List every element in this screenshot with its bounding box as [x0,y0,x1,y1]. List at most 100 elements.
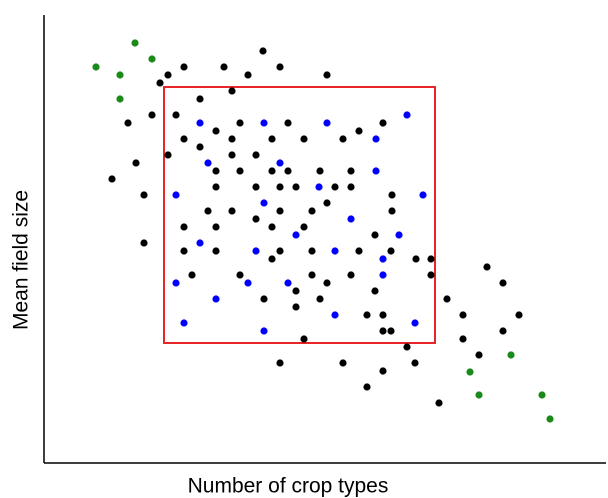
point [419,191,427,199]
point [363,311,371,319]
point [172,191,180,199]
point [388,207,396,215]
point [92,63,100,71]
point [315,183,323,191]
y-axis-label: Mean field size [10,190,33,330]
point [403,343,411,351]
point [140,191,148,199]
point [331,247,339,255]
point [196,143,204,151]
point [371,287,379,295]
point [284,279,292,287]
point [475,391,483,399]
point [259,47,267,55]
point [180,63,188,71]
point [124,119,132,127]
point [388,191,396,199]
point [236,167,244,175]
point [379,367,387,375]
point [172,279,180,287]
point [276,359,284,367]
point [292,231,300,239]
point [466,368,474,376]
point [260,327,268,335]
point [323,199,331,207]
point [156,79,164,87]
point [116,95,124,103]
point [276,183,284,191]
point [427,271,435,279]
point [379,271,387,279]
point [132,159,140,167]
point [363,383,371,391]
point [379,311,387,319]
point [212,223,220,231]
point [323,71,331,79]
point [164,71,172,79]
point [276,63,284,71]
point [212,167,220,175]
point [308,271,316,279]
point [331,311,339,319]
point [204,207,212,215]
x-axis-label: Number of crop types [188,475,389,498]
point [308,247,316,255]
point [507,351,515,359]
point [116,71,124,79]
point [180,135,188,143]
point [236,271,244,279]
point [412,255,420,263]
point [131,39,139,47]
point [180,247,188,255]
point [252,183,260,191]
point [323,119,331,127]
point [292,183,300,191]
point [268,255,276,263]
point [228,87,236,95]
highlight-box [163,86,436,344]
point [260,199,268,207]
point [244,279,252,287]
point [108,175,116,183]
point [379,255,387,263]
point [236,119,244,127]
point [196,95,204,103]
point [339,359,347,367]
point [188,271,196,279]
point [308,207,316,215]
point [228,151,236,159]
point [244,71,252,79]
point [459,335,467,343]
point [515,311,523,319]
point [276,207,284,215]
point [443,295,451,303]
point [339,135,347,143]
point [371,231,379,239]
point [372,167,380,175]
point [172,111,180,119]
point [212,183,220,191]
point [347,215,355,223]
point [228,207,236,215]
point [316,167,324,175]
point [140,239,148,247]
point [331,183,339,191]
point [316,295,324,303]
point [323,279,331,287]
point [180,319,188,327]
point [228,135,236,143]
point [148,55,156,63]
point [459,311,467,319]
point [347,271,355,279]
point [546,415,554,423]
point [379,327,387,335]
point [435,399,443,407]
point [252,151,260,159]
point [483,263,491,271]
point [499,327,507,335]
point [268,135,276,143]
point [268,223,276,231]
point [379,119,387,127]
point [475,351,483,359]
